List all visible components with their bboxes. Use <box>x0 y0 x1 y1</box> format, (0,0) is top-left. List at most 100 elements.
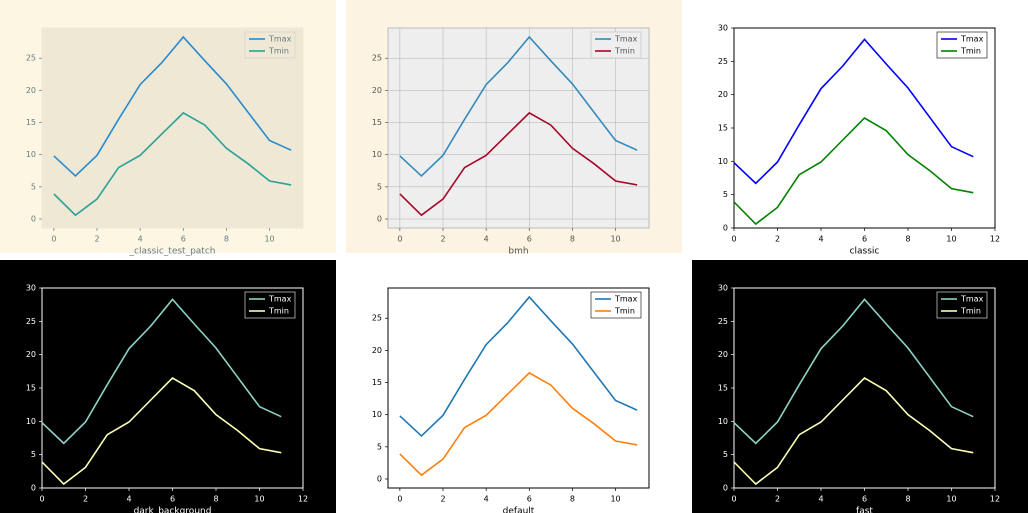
series-line <box>399 111 638 217</box>
legend-label: Tmax <box>614 295 638 304</box>
x-tick-label: 12 <box>990 235 1000 244</box>
series-line <box>733 38 974 185</box>
x-axis-label: _classic_test_patch <box>129 247 216 257</box>
x-tick-label: 2 <box>775 495 780 504</box>
x-tick-label: 2 <box>83 495 88 504</box>
legend-label: Tmin <box>960 307 981 316</box>
x-tick-label: 4 <box>818 495 823 504</box>
series-line <box>53 111 292 217</box>
y-tick-label: 15 <box>26 118 36 127</box>
legend-box <box>936 291 988 319</box>
legend-label: Tmax <box>960 35 984 44</box>
chart-panel: 0 5 10 15 20 25 30 0 2 4 6 8 10 12 classic Tmax Tmin <box>692 0 1028 257</box>
y-tick-label: 10 <box>26 150 36 159</box>
y-tick-label: 0 <box>723 484 728 493</box>
y-tick-label: 0 <box>31 214 36 223</box>
y-tick-label: 10 <box>372 150 382 159</box>
x-tick-label: 12 <box>990 495 1000 504</box>
x-tick-label: 6 <box>527 235 532 244</box>
x-tick-label: 2 <box>440 235 445 244</box>
y-tick-label: 0 <box>377 214 382 223</box>
y-tick-label: 5 <box>31 450 36 459</box>
x-tick-label: 0 <box>731 495 736 504</box>
y-tick-label: 30 <box>718 24 728 33</box>
legend-label: Tmax <box>614 35 638 44</box>
legend-label: Tmax <box>960 295 984 304</box>
series-line <box>53 35 292 178</box>
chart-panel: 0 5 10 15 20 25 30 0 2 4 6 8 10 12 dark_background Tmax… <box>0 260 336 513</box>
y-tick-label: 5 <box>377 182 382 191</box>
y-tick-label: 25 <box>372 54 382 63</box>
x-axis-label: classic <box>850 247 880 257</box>
y-tick-label: 5 <box>723 190 728 199</box>
y-tick-label: 15 <box>26 384 36 393</box>
series-line <box>399 295 638 438</box>
x-tick-label: 8 <box>570 235 575 244</box>
x-tick-label: 10 <box>610 235 620 244</box>
y-tick-label: 25 <box>26 54 36 63</box>
legend-box <box>244 291 296 319</box>
x-tick-label: 6 <box>170 495 175 504</box>
series-line <box>733 116 974 226</box>
x-tick-label: 4 <box>138 235 143 244</box>
legend-box <box>590 291 642 319</box>
x-tick-label: 0 <box>731 235 736 244</box>
x-tick-label: 0 <box>51 235 56 244</box>
legend-label: Tmin <box>268 307 289 316</box>
x-tick-label: 12 <box>298 495 308 504</box>
series-line <box>733 298 974 445</box>
x-axis-label: dark_background <box>134 507 212 513</box>
y-tick-label: 25 <box>718 317 728 326</box>
x-tick-label: 10 <box>946 495 956 504</box>
x-tick-label: 6 <box>527 495 532 504</box>
x-tick-label: 6 <box>862 235 867 244</box>
x-tick-label: 6 <box>862 495 867 504</box>
x-tick-label: 8 <box>224 235 229 244</box>
chart-panel: 0 5 10 15 20 25 0 2 4 6 8 10 default Tmax Tmin <box>346 260 682 513</box>
series-line <box>41 298 282 445</box>
x-axis-label: default <box>503 507 535 513</box>
legend-label: Tmax <box>268 35 292 44</box>
x-tick-label: 8 <box>905 495 910 504</box>
y-tick-label: 25 <box>26 317 36 326</box>
y-tick-label: 20 <box>372 346 382 355</box>
legend-label: Tmin <box>614 47 635 56</box>
series-line <box>399 371 638 477</box>
chart-panel: 0 5 10 15 20 25 0 2 4 6 8 10 bmh Tmax Tmin <box>346 0 682 257</box>
y-tick-label: 15 <box>718 124 728 133</box>
x-tick-label: 2 <box>775 235 780 244</box>
y-tick-label: 25 <box>372 314 382 323</box>
y-tick-label: 5 <box>377 442 382 451</box>
y-tick-label: 20 <box>26 86 36 95</box>
y-tick-label: 25 <box>718 57 728 66</box>
y-tick-label: 15 <box>372 378 382 387</box>
y-tick-label: 20 <box>718 90 728 99</box>
x-tick-label: 10 <box>610 495 620 504</box>
y-tick-label: 20 <box>372 86 382 95</box>
y-tick-label: 0 <box>723 224 728 233</box>
legend-label: Tmax <box>268 295 292 304</box>
series-line <box>733 376 974 486</box>
x-tick-label: 4 <box>484 235 489 244</box>
x-axis-label: bmh <box>508 247 528 257</box>
x-tick-label: 0 <box>397 235 402 244</box>
series-line <box>41 376 282 486</box>
chart-panel: 0 5 10 15 20 25 30 0 2 4 6 8 10 12 fast Tmax Tmin <box>692 260 1028 513</box>
y-tick-label: 30 <box>718 284 728 293</box>
legend-label: Tmin <box>268 47 289 56</box>
y-tick-label: 10 <box>372 410 382 419</box>
y-tick-label: 20 <box>718 350 728 359</box>
x-tick-label: 4 <box>818 235 823 244</box>
chart-panel: 0 5 10 15 20 25 0 2 4 6 8 10 _classic_test_patch Tmax… <box>0 0 336 257</box>
y-tick-label: 10 <box>26 417 36 426</box>
x-tick-label: 8 <box>905 235 910 244</box>
y-tick-label: 0 <box>377 474 382 483</box>
x-tick-label: 2 <box>94 235 99 244</box>
legend-box <box>936 31 988 59</box>
series-line <box>399 35 638 178</box>
legend-box <box>244 31 296 59</box>
y-tick-label: 15 <box>718 384 728 393</box>
legend-label: Tmin <box>960 47 981 56</box>
x-tick-label: 2 <box>440 495 445 504</box>
